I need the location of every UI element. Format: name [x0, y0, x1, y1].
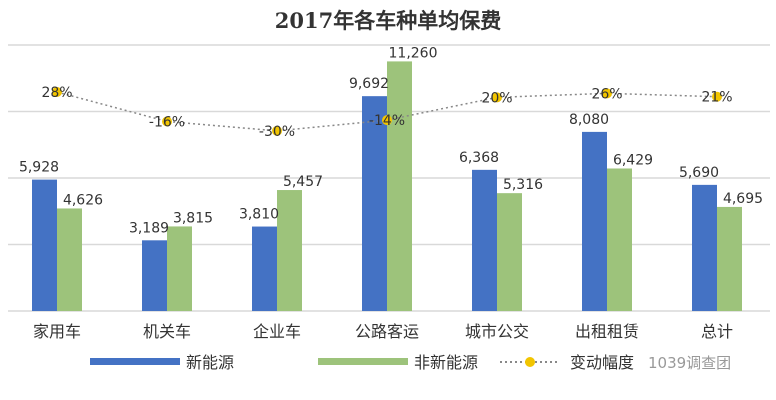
bar-new-energy [472, 169, 497, 311]
legend-marker-change [525, 357, 535, 367]
change-label: 20% [481, 90, 512, 106]
change-marker [602, 88, 612, 99]
data-label: 11,260 [389, 45, 438, 61]
category-label: 机关车 [143, 322, 191, 341]
change-marker [712, 91, 722, 102]
category-label: 出租租赁 [575, 322, 639, 341]
bar-new-energy [582, 131, 607, 311]
change-marker [492, 92, 502, 103]
data-label: 9,692 [349, 76, 389, 92]
bar-new-energy [32, 179, 57, 311]
change-marker [272, 125, 282, 136]
bar-new-energy [252, 226, 277, 311]
data-label: 5,690 [679, 165, 719, 181]
legend: 新能源 非新能源 变动幅度 [90, 353, 634, 372]
legend-label-change: 变动幅度 [570, 353, 634, 372]
change-label: -16% [149, 114, 185, 130]
data-label: 5,928 [19, 160, 59, 176]
change-label: 26% [591, 86, 622, 102]
chart-title: 2017年各车种单均保费 [275, 8, 501, 33]
data-label: 6,429 [613, 152, 653, 168]
legend-swatch-non-new-energy [318, 358, 408, 365]
change-label: 21% [701, 90, 732, 106]
bar-non-new-energy [167, 226, 192, 311]
change-marker [52, 87, 62, 97]
change-marker [382, 115, 392, 126]
category-label: 总计 [701, 322, 733, 341]
category-label: 企业车 [253, 322, 301, 341]
change-marker [162, 116, 172, 127]
data-label: 3,815 [173, 210, 213, 226]
category-label: 家用车 [33, 322, 81, 341]
change-label: -30% [259, 124, 295, 140]
data-label: 3,189 [129, 220, 169, 236]
change-label: -14% [369, 113, 405, 129]
data-label: 8,080 [569, 112, 609, 128]
category-label: 公路客运 [355, 322, 419, 341]
bar-non-new-energy [57, 208, 82, 311]
legend-label-non-new-energy: 非新能源 [414, 353, 478, 372]
bar-non-new-energy [497, 193, 522, 311]
watermark: 1039调查团 [648, 354, 731, 372]
change-label: 28% [41, 85, 72, 101]
data-label: 4,626 [63, 192, 103, 208]
legend-swatch-new-energy [90, 358, 180, 365]
bar-non-new-energy [277, 190, 302, 311]
legend-label-new-energy: 新能源 [186, 353, 234, 372]
data-label: 5,316 [503, 177, 543, 193]
category-label: 城市公交 [465, 322, 529, 341]
bar-non-new-energy [717, 206, 742, 311]
data-label: 4,695 [723, 191, 763, 207]
bar-new-energy [142, 240, 167, 311]
bar-non-new-energy [607, 168, 632, 311]
data-label: 6,368 [459, 150, 499, 166]
bar-new-energy [362, 96, 387, 311]
data-label: 3,810 [239, 207, 279, 223]
bar-non-new-energy [387, 61, 412, 311]
data-label: 5,457 [283, 174, 323, 190]
bar-new-energy [692, 184, 717, 311]
